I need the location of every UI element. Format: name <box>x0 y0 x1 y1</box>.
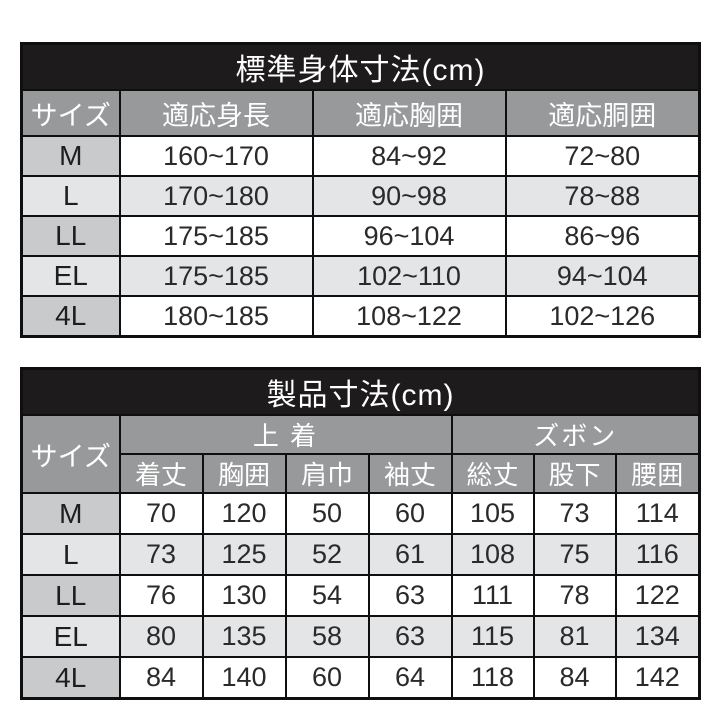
data-cell: 60 <box>367 492 453 535</box>
column-header-waist: 適応胴囲 <box>504 89 701 137</box>
data-cell: 175~185 <box>118 255 314 297</box>
tables-container: 標準身体寸法(cm) サイズ 適応身長 適応胸囲 適応胴囲 M 160~170 … <box>20 42 702 700</box>
data-cell: 90~98 <box>311 175 507 217</box>
size-cell: L <box>20 533 121 576</box>
size-cell: 4L <box>20 656 121 700</box>
data-cell: 160~170 <box>118 135 314 177</box>
column-header-height: 適応身長 <box>118 89 314 137</box>
data-cell: 96~104 <box>311 215 507 257</box>
data-cell: 63 <box>367 615 453 658</box>
table-row: LL 175~185 96~104 86~96 <box>20 215 701 257</box>
data-cell: 142 <box>614 656 701 700</box>
data-cell: 134 <box>614 615 701 658</box>
column-header-chest: 胸囲 <box>201 453 287 494</box>
data-cell: 140 <box>201 656 287 700</box>
data-cell: 108 <box>450 533 535 576</box>
data-cell: 50 <box>284 492 370 535</box>
table-row: 4L 84 140 60 64 118 84 142 <box>20 656 701 700</box>
table-row: 4L 180~185 108~122 102~126 <box>20 295 701 338</box>
data-cell: 111 <box>450 574 535 617</box>
data-cell: 135 <box>201 615 287 658</box>
data-cell: 84 <box>532 656 617 700</box>
table-row: M 70 120 50 60 105 73 114 <box>20 492 701 535</box>
table-title-row: 製品寸法(cm) <box>20 367 701 416</box>
data-cell: 84 <box>118 656 204 700</box>
data-cell: 116 <box>614 533 701 576</box>
data-cell: 61 <box>367 533 453 576</box>
data-cell: 102~126 <box>504 295 701 338</box>
group-header-trousers: ズボン <box>450 414 701 455</box>
data-cell: 81 <box>532 615 617 658</box>
size-cell: M <box>20 135 121 177</box>
column-header-shoulder: 肩巾 <box>284 453 370 494</box>
table-title-row: 標準身体寸法(cm) <box>20 42 701 91</box>
data-cell: 80 <box>118 615 204 658</box>
table-row: EL 175~185 102~110 94~104 <box>20 255 701 297</box>
body-dimensions-table: 標準身体寸法(cm) サイズ 適応身長 適応胸囲 適応胴囲 M 160~170 … <box>20 42 702 338</box>
data-cell: 125 <box>201 533 287 576</box>
table-title: 製品寸法(cm) <box>20 367 701 416</box>
data-cell: 78 <box>532 574 617 617</box>
data-cell: 76 <box>118 574 204 617</box>
data-cell: 84~92 <box>311 135 507 177</box>
data-cell: 72~80 <box>504 135 701 177</box>
data-cell: 180~185 <box>118 295 314 338</box>
column-header-total-length: 総丈 <box>450 453 535 494</box>
data-cell: 115 <box>450 615 535 658</box>
data-cell: 52 <box>284 533 370 576</box>
column-header-row: サイズ 適応身長 適応胸囲 適応胴囲 <box>20 89 701 137</box>
table-row: EL 80 135 58 63 115 81 134 <box>20 615 701 658</box>
data-cell: 102~110 <box>311 255 507 297</box>
data-cell: 54 <box>284 574 370 617</box>
column-header-inseam: 股下 <box>532 453 617 494</box>
size-cell: L <box>20 175 121 217</box>
data-cell: 86~96 <box>504 215 701 257</box>
table-row: M 160~170 84~92 72~80 <box>20 135 701 177</box>
column-header-hip: 腰囲 <box>614 453 701 494</box>
data-cell: 94~104 <box>504 255 701 297</box>
data-cell: 58 <box>284 615 370 658</box>
data-cell: 78~88 <box>504 175 701 217</box>
data-cell: 75 <box>532 533 617 576</box>
table-row: L 170~180 90~98 78~88 <box>20 175 701 217</box>
data-cell: 70 <box>118 492 204 535</box>
table-title: 標準身体寸法(cm) <box>20 42 701 91</box>
size-cell: EL <box>20 615 121 658</box>
data-cell: 63 <box>367 574 453 617</box>
data-cell: 122 <box>614 574 701 617</box>
table-row: L 73 125 52 61 108 75 116 <box>20 533 701 576</box>
data-cell: 114 <box>614 492 701 535</box>
product-dimensions-table: 製品寸法(cm) サイズ 上 着 ズボン 着丈 胸囲 肩巾 袖丈 総丈 股下 腰… <box>20 367 702 700</box>
data-cell: 108~122 <box>311 295 507 338</box>
data-cell: 175~185 <box>118 215 314 257</box>
data-cell: 73 <box>118 533 204 576</box>
data-cell: 130 <box>201 574 287 617</box>
size-cell: EL <box>20 255 121 297</box>
data-cell: 73 <box>532 492 617 535</box>
size-cell: LL <box>20 574 121 617</box>
column-header-sleeve: 袖丈 <box>367 453 453 494</box>
data-cell: 60 <box>284 656 370 700</box>
group-header-jacket: 上 着 <box>118 414 453 455</box>
size-cell: LL <box>20 215 121 257</box>
column-header-size: サイズ <box>20 89 121 137</box>
column-header-body-length: 着丈 <box>118 453 204 494</box>
data-cell: 120 <box>201 492 287 535</box>
data-cell: 64 <box>367 656 453 700</box>
data-cell: 118 <box>450 656 535 700</box>
column-header-chest: 適応胸囲 <box>311 89 507 137</box>
data-cell: 170~180 <box>118 175 314 217</box>
size-cell: 4L <box>20 295 121 338</box>
size-cell: M <box>20 492 121 535</box>
data-cell: 105 <box>450 492 535 535</box>
group-header-row: サイズ 上 着 ズボン <box>20 414 701 494</box>
table-row: LL 76 130 54 63 111 78 122 <box>20 574 701 617</box>
sub-header-row: 着丈 胸囲 肩巾 袖丈 総丈 股下 腰囲 <box>22 453 701 494</box>
column-header-size: サイズ <box>20 414 121 494</box>
